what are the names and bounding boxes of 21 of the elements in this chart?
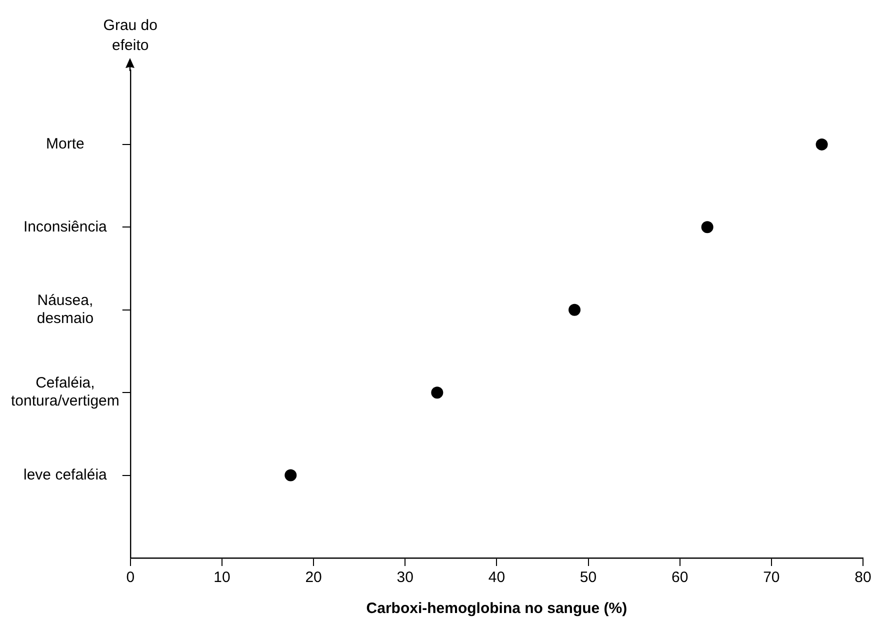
x-tick-label: 20 [305, 569, 322, 586]
point [568, 304, 581, 316]
point [701, 221, 714, 234]
y-tick-label: Cefaléia, tontura/vertigem [10, 374, 120, 410]
y-tick-label: Morte [46, 136, 84, 153]
y-tick-label: Náusea, desmaio [36, 292, 94, 328]
point [816, 138, 828, 150]
x-tick-label: 10 [214, 569, 230, 586]
point [431, 386, 444, 399]
y-tick-label: leve cefaléia [23, 466, 108, 484]
x-tick-label: 80 [854, 569, 872, 586]
y-tick-label: Inconsiência [23, 218, 108, 236]
point [284, 469, 297, 482]
x-tick-label: 50 [580, 569, 597, 586]
x-tick-label: 60 [672, 569, 688, 586]
x-tick-label: 30 [396, 569, 414, 586]
x-axis-title: Carboxi-hemoglobina no sangue (%) [366, 600, 628, 618]
x-tick-label: 0 [126, 569, 135, 586]
y-axis-title: Grau do efeito [103, 17, 158, 54]
x-tick-label: 70 [763, 569, 780, 586]
x-tick-label: 40 [488, 569, 506, 586]
